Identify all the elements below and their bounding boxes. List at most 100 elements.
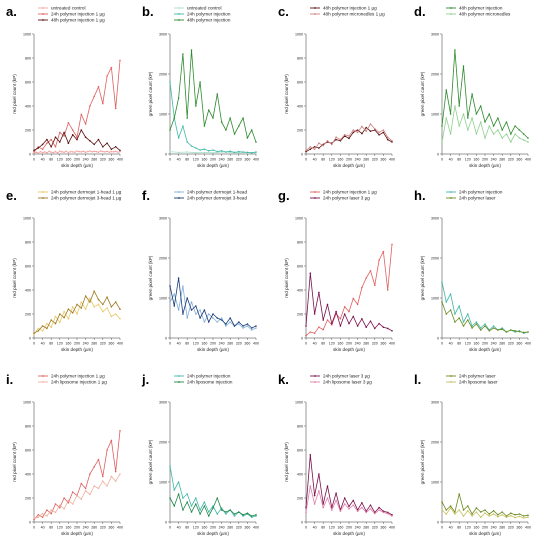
data-point xyxy=(441,141,443,143)
data-point xyxy=(527,514,529,516)
y-tick-label: 800 xyxy=(297,240,303,244)
data-point xyxy=(369,504,372,507)
data-point xyxy=(475,133,478,135)
data-point xyxy=(114,313,117,315)
y-tick-label: 800 xyxy=(25,240,31,244)
data-point xyxy=(309,485,312,487)
series-line-1 xyxy=(169,285,257,331)
y-tick-label: 200 xyxy=(297,128,303,132)
data-point xyxy=(449,507,452,509)
data-point xyxy=(497,516,499,518)
data-point xyxy=(492,125,495,127)
data-point xyxy=(339,140,342,142)
x-tick-label: 240 xyxy=(83,342,89,346)
data-point xyxy=(169,465,171,467)
data-point xyxy=(479,511,482,513)
legend-marker xyxy=(42,7,44,9)
y-tick-label: 0 xyxy=(165,152,167,156)
x-axis-title: skin depth (µm) xyxy=(469,347,501,352)
data-point xyxy=(50,326,52,329)
data-point xyxy=(233,133,236,135)
data-point xyxy=(326,319,329,321)
data-point xyxy=(80,113,83,116)
data-point xyxy=(242,117,244,119)
data-point xyxy=(255,327,257,329)
data-point xyxy=(39,150,42,153)
data-point xyxy=(76,150,78,152)
y-tick-label: 600 xyxy=(297,264,303,268)
data-point xyxy=(41,516,44,518)
data-point xyxy=(177,481,180,483)
x-tick-label: 240 xyxy=(355,342,361,346)
x-tick-label: 280 xyxy=(91,526,97,530)
data-point xyxy=(186,317,188,319)
x-tick-label: 240 xyxy=(83,526,89,530)
data-point xyxy=(369,130,372,132)
series-line-1 xyxy=(305,244,393,336)
data-point xyxy=(106,75,108,77)
data-point xyxy=(102,150,104,153)
data-point xyxy=(348,505,350,508)
data-point xyxy=(93,485,95,487)
legend-label: 24h polymer dermojet 1-head xyxy=(187,190,247,195)
data-point xyxy=(89,140,91,142)
data-point xyxy=(514,514,516,516)
data-point xyxy=(59,321,61,324)
data-point xyxy=(59,150,61,152)
data-point xyxy=(242,514,244,516)
data-point xyxy=(61,151,63,153)
x-axis-title: skin depth (µm) xyxy=(333,531,365,536)
data-point xyxy=(119,473,121,475)
data-point xyxy=(518,129,521,131)
data-point xyxy=(195,152,197,154)
data-point xyxy=(110,315,113,318)
data-point xyxy=(216,317,219,319)
data-point xyxy=(382,131,385,134)
data-point xyxy=(479,105,482,107)
data-point xyxy=(454,321,456,323)
data-point xyxy=(106,296,108,299)
data-point xyxy=(441,509,443,511)
data-point xyxy=(212,313,214,315)
y-axis-title: green pixel count (kP) xyxy=(148,71,153,116)
data-point xyxy=(233,515,236,517)
x-tick-label: 400 xyxy=(389,526,395,530)
data-point xyxy=(114,107,117,110)
data-point xyxy=(378,322,380,325)
data-point xyxy=(365,326,368,329)
y-tick-label: 200 xyxy=(297,496,303,500)
data-point xyxy=(212,117,214,119)
x-tick-label: 400 xyxy=(117,158,123,162)
x-tick-label: 320 xyxy=(100,158,106,162)
legend-label: untreated control xyxy=(187,6,221,11)
data-point xyxy=(54,150,57,153)
x-tick-label: 320 xyxy=(100,526,106,530)
x-tick-label: 200 xyxy=(210,158,216,162)
y-tick-label: 800 xyxy=(297,424,303,428)
data-point xyxy=(488,113,491,115)
legend-label: untreated control xyxy=(51,6,85,11)
x-tick-label: 160 xyxy=(337,342,343,346)
data-point xyxy=(246,512,249,514)
data-point xyxy=(331,322,333,325)
data-point xyxy=(225,511,227,513)
data-point xyxy=(518,137,521,139)
data-point xyxy=(177,137,180,139)
data-point xyxy=(89,105,91,107)
x-tick-label: 240 xyxy=(491,342,497,346)
x-axis-title: skin depth (µm) xyxy=(197,347,229,352)
x-tick-label: 200 xyxy=(74,158,80,162)
data-point xyxy=(102,480,104,483)
data-point xyxy=(467,117,469,119)
data-point xyxy=(305,511,307,514)
x-tick-label: 120 xyxy=(329,342,335,346)
data-point xyxy=(361,125,363,128)
y-axis-title: green pixel count (kP) xyxy=(420,439,425,484)
x-tick-label: 200 xyxy=(346,158,352,162)
data-point xyxy=(190,309,193,311)
data-point xyxy=(488,513,491,515)
data-point xyxy=(108,151,111,153)
data-point xyxy=(229,317,231,319)
x-tick-label: 80 xyxy=(321,526,325,530)
data-point xyxy=(467,319,469,321)
